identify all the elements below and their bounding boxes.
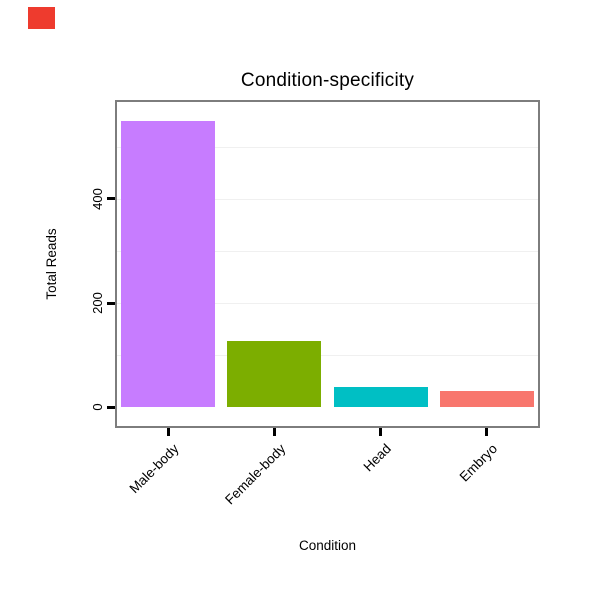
x-tick [379,428,383,436]
gridline [117,251,538,252]
red-marker [28,7,55,29]
bar-female-body [227,340,322,408]
gridline [117,146,538,148]
bar-male-body [121,120,216,408]
y-tick-label: 200 [90,292,105,314]
x-axis-title: Condition [298,538,357,553]
y-tick [107,405,115,409]
x-tick [166,428,170,436]
chart-title: Condition-specificity [240,70,415,91]
x-tick [272,428,276,436]
plot-panel [115,100,540,428]
y-tick-label: 0 [90,403,105,411]
bar-embryo [439,390,534,408]
gridline [117,355,538,357]
bar-head [333,387,428,408]
y-tick [107,197,115,201]
x-tick [485,428,489,436]
gridline [117,198,538,200]
gridline [117,303,538,304]
y-tick [107,301,115,305]
y-axis-title: Total Reads [44,228,59,300]
y-tick-label: 400 [90,188,105,210]
